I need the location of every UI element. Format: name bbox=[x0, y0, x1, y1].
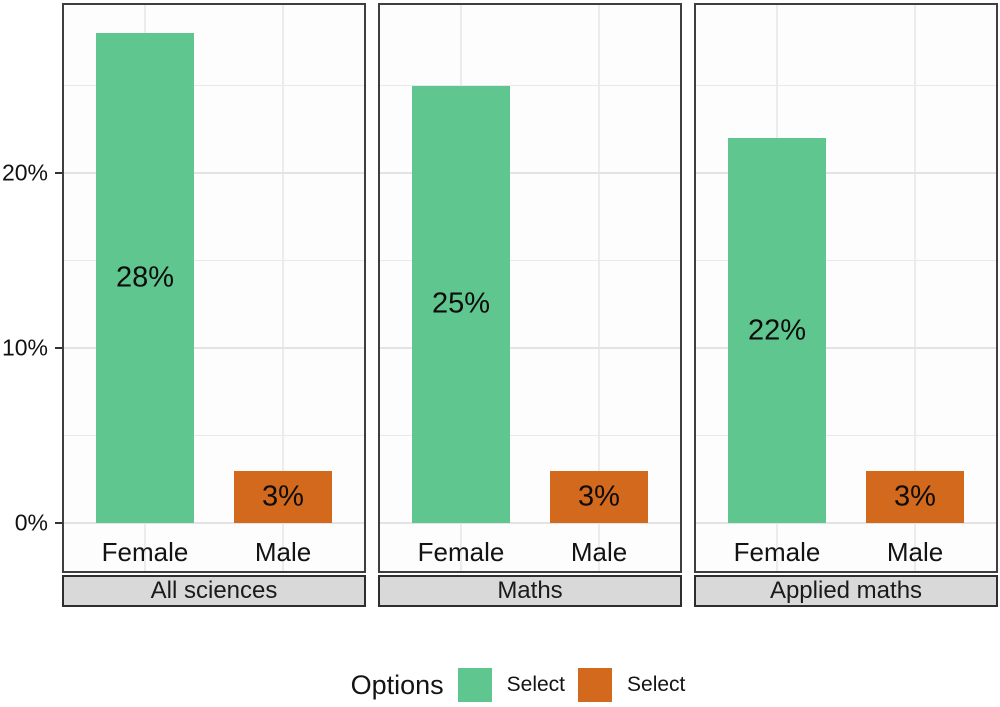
facet-maths: 25% 3% Female Male Maths bbox=[378, 3, 682, 607]
facet-strip: Maths bbox=[378, 575, 682, 607]
y-tick-label-0: 0% bbox=[14, 509, 48, 536]
major-gridline bbox=[380, 347, 680, 350]
facet-applied-maths: 22% 3% Female Male Applied maths bbox=[694, 3, 998, 607]
vertical-gridline bbox=[282, 5, 284, 571]
bar-value-label: 22% bbox=[747, 314, 807, 346]
bar-value-label: 3% bbox=[262, 480, 304, 513]
bar-value-label: 3% bbox=[578, 480, 620, 513]
bar-male: 3% bbox=[550, 470, 648, 523]
major-gridline bbox=[64, 522, 364, 524]
x-axis-label-female: Female bbox=[417, 537, 505, 568]
y-tick-mark-20 bbox=[55, 172, 62, 174]
bar-female: 22% bbox=[728, 138, 826, 523]
minor-gridline bbox=[64, 260, 364, 262]
x-axis-label-male: Male bbox=[886, 537, 944, 568]
legend-item-female: Select bbox=[457, 668, 566, 702]
major-gridline bbox=[696, 522, 996, 524]
y-tick-label-10: 10% bbox=[1, 334, 48, 361]
major-gridline bbox=[696, 347, 996, 350]
facet-strip-label: Applied maths bbox=[769, 577, 923, 604]
vertical-gridline bbox=[914, 5, 916, 571]
minor-gridline bbox=[380, 260, 680, 262]
facet-strip: All sciences bbox=[62, 575, 366, 607]
facet-panel: 25% 3% Female Male bbox=[378, 3, 682, 573]
bar-value-label: 3% bbox=[894, 480, 936, 513]
x-axis-label-male: Male bbox=[254, 537, 312, 568]
facet-strip-label: All sciences bbox=[150, 577, 278, 604]
legend-item-label: Select bbox=[627, 673, 686, 696]
x-axis-label-female: Female bbox=[733, 537, 821, 568]
bar-value-label: 25% bbox=[431, 287, 491, 320]
bar-value-label: 28% bbox=[115, 261, 175, 294]
minor-gridline bbox=[64, 435, 364, 437]
facet-all-sciences: 28% 3% Female Male All sciences bbox=[62, 3, 366, 607]
y-tick-mark-10 bbox=[55, 347, 62, 349]
legend-title: Options bbox=[350, 669, 444, 700]
x-axis-label-male: Male bbox=[570, 537, 628, 568]
major-gridline bbox=[380, 522, 680, 524]
major-gridline bbox=[380, 172, 680, 175]
major-gridline bbox=[64, 172, 364, 175]
plot-area: 25% 3% bbox=[380, 5, 680, 524]
bar-male: 3% bbox=[866, 470, 964, 523]
plot-area: 28% 3% bbox=[64, 5, 364, 524]
minor-gridline bbox=[696, 260, 996, 262]
bar-female: 25% bbox=[412, 85, 510, 523]
x-axis-label-female: Female bbox=[101, 537, 189, 568]
minor-gridline bbox=[696, 435, 996, 437]
facet-panel: 28% 3% Female Male bbox=[62, 3, 366, 573]
bar-male: 3% bbox=[234, 470, 332, 523]
facet-strip-label: Maths bbox=[497, 577, 563, 604]
facet-strip: Applied maths bbox=[694, 575, 998, 607]
plot-area: 22% 3% bbox=[696, 5, 996, 524]
legend-swatch-green bbox=[457, 668, 492, 702]
major-gridline bbox=[696, 172, 996, 175]
chart-panels-row: 28% 3% Female Male All sciences bbox=[62, 3, 998, 607]
vertical-gridline bbox=[598, 5, 600, 571]
minor-gridline bbox=[696, 85, 996, 86]
y-axis: 0% 10% 20% bbox=[0, 3, 62, 573]
legend-item-label: Select bbox=[506, 673, 566, 696]
bar-female: 28% bbox=[96, 33, 194, 523]
facet-panel: 22% 3% Female Male bbox=[694, 3, 998, 573]
legend-item-male: Select bbox=[578, 668, 685, 702]
minor-gridline bbox=[380, 85, 680, 86]
minor-gridline bbox=[380, 435, 680, 437]
minor-gridline bbox=[64, 85, 364, 86]
y-tick-label-20: 20% bbox=[1, 159, 48, 186]
legend-swatch-orange bbox=[578, 668, 613, 702]
major-gridline bbox=[64, 347, 364, 350]
y-tick-mark-0 bbox=[55, 522, 62, 524]
legend: Options Select Select bbox=[0, 664, 1000, 706]
